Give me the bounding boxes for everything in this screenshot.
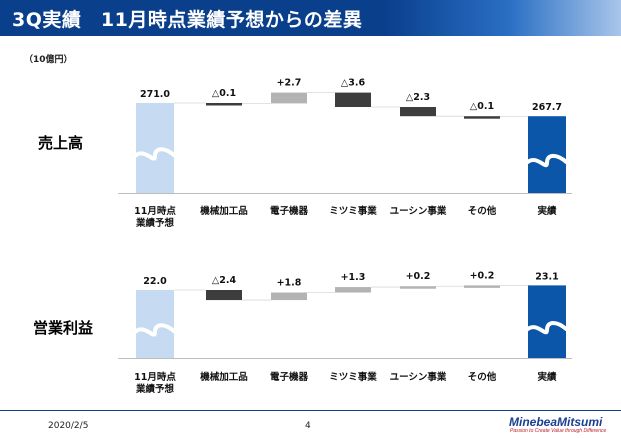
company-tagline: Passion to Create Value through Differen…: [510, 428, 607, 434]
data-label: △0.1: [212, 88, 236, 99]
bar-sales-5: [464, 116, 500, 119]
data-label: +1.3: [341, 272, 366, 283]
data-label: △0.1: [470, 101, 494, 112]
bar-sales-1: [206, 103, 242, 106]
category-label: ユーシン事業: [390, 205, 447, 217]
data-label: +1.8: [277, 278, 302, 289]
unit-label: （10億円）: [24, 55, 73, 65]
bar-op-income-4: [400, 286, 436, 289]
category-label: その他: [468, 205, 497, 217]
bar-op-income-5: [464, 285, 500, 288]
category-label: 業績予想: [135, 217, 175, 229]
data-label: 22.0: [143, 276, 167, 287]
footer-divider: [0, 410, 621, 411]
data-label: 23.1: [535, 271, 558, 282]
chart-title-operating-income: 営業利益: [33, 319, 94, 337]
data-label: +0.2: [406, 271, 431, 282]
axis-break-mark: [525, 153, 569, 168]
category-label: ミツミ事業: [329, 371, 377, 383]
data-label: 271.0: [140, 89, 170, 100]
category-label: 機械加工品: [200, 205, 248, 217]
data-label: +0.2: [470, 270, 495, 281]
category-label: 機械加工品: [200, 371, 248, 383]
category-label: 電子機器: [270, 371, 309, 383]
bar-op-income-3: [335, 287, 371, 293]
axis-break-mark: [525, 320, 569, 335]
bar-op-income-0: [136, 290, 174, 358]
category-label: 実績: [537, 205, 557, 217]
bar-sales-3: [335, 92, 371, 107]
category-label: 11月時点: [134, 205, 176, 217]
bar-sales-0: [136, 103, 174, 193]
axis-break-mark: [133, 147, 177, 161]
footer-date: 2020/2/5: [48, 421, 89, 431]
category-label: ミツミ事業: [329, 205, 377, 217]
slide-header: 3Q実績 11月時点業績予想からの差異: [0, 0, 621, 36]
data-label: △2.3: [406, 92, 430, 103]
bar-sales-6: [528, 116, 566, 193]
chart-title-sales: 売上高: [38, 134, 84, 152]
bar-sales-2: [271, 92, 307, 104]
category-label: 電子機器: [270, 205, 309, 217]
category-label: 実績: [537, 371, 557, 383]
axis-break-mark: [133, 323, 177, 337]
bar-op-income-1: [206, 290, 242, 301]
category-label: 業績予想: [135, 383, 175, 395]
bar-op-income-6: [528, 285, 566, 358]
data-label: △2.4: [212, 275, 237, 286]
category-label: ユーシン事業: [390, 371, 447, 383]
data-label: 267.7: [532, 102, 562, 113]
category-label: 11月時点: [134, 371, 176, 383]
bar-sales-4: [400, 107, 436, 117]
data-label: +2.7: [277, 78, 302, 89]
data-label: △3.6: [341, 78, 366, 89]
company-logo: MinebeaMitsumi: [509, 415, 603, 429]
page-number: 4: [305, 421, 311, 431]
slide-title: 3Q実績 11月時点業績予想からの差異: [12, 9, 363, 31]
category-label: その他: [468, 371, 497, 383]
bar-op-income-2: [271, 292, 307, 301]
